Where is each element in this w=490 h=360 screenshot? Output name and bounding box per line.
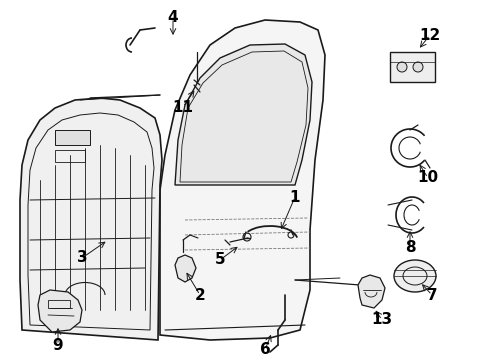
Text: 6: 6: [260, 342, 270, 357]
Polygon shape: [38, 290, 82, 332]
Text: 1: 1: [290, 189, 300, 204]
Text: 4: 4: [168, 10, 178, 26]
Text: 12: 12: [419, 27, 441, 42]
Circle shape: [413, 62, 423, 72]
Ellipse shape: [394, 260, 436, 292]
Polygon shape: [20, 98, 162, 340]
Text: 8: 8: [405, 240, 416, 256]
Polygon shape: [175, 44, 312, 185]
Polygon shape: [175, 255, 196, 282]
Polygon shape: [358, 275, 385, 308]
Text: 2: 2: [195, 288, 205, 302]
Text: 5: 5: [215, 252, 225, 267]
Polygon shape: [390, 52, 435, 82]
Polygon shape: [55, 130, 90, 145]
Text: 10: 10: [417, 171, 439, 185]
Text: 7: 7: [427, 288, 437, 302]
Text: 3: 3: [77, 251, 87, 266]
Text: 13: 13: [371, 312, 392, 328]
Text: 9: 9: [53, 338, 63, 352]
Circle shape: [397, 62, 407, 72]
Text: 11: 11: [172, 99, 194, 114]
Polygon shape: [160, 20, 325, 340]
